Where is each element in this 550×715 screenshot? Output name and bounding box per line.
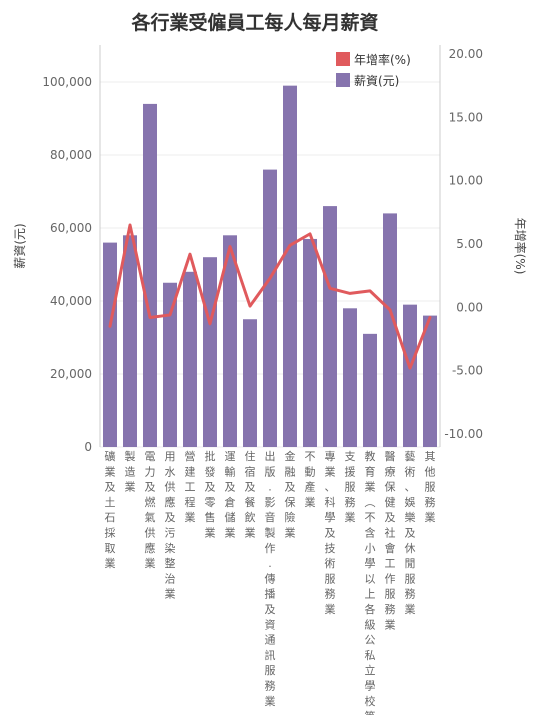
x-tick-label: 製造業 [125, 449, 136, 494]
axis-titles: 薪資(元) 年增率(%) [13, 218, 528, 275]
bar [323, 206, 337, 447]
category-labels: 礦業及土石採取業製造業電力及燃氣供應業用水供應及污染整治業營建工程業批發及零售業… [105, 449, 436, 715]
bar [383, 213, 397, 447]
y2-tick-label: -5.00 [452, 364, 483, 378]
y2-tick-label: 20.00 [449, 47, 483, 61]
left-axis-ticks: 0 20,000 40,000 60,000 80,000 100,000 [42, 75, 92, 454]
bar [103, 242, 117, 447]
x-tick-label: 其他服務業 [425, 450, 436, 524]
bar [203, 257, 217, 447]
bar [363, 333, 377, 447]
bar [243, 319, 257, 447]
bar [303, 238, 317, 447]
bar [343, 308, 357, 447]
y-tick-label: 80,000 [50, 148, 92, 162]
legend-swatch [336, 73, 350, 87]
legend-label: 年增率(%) [354, 52, 411, 67]
growth-rate-line [108, 223, 432, 370]
x-tick-label: 醫療保健及社會工作服務業 [385, 450, 396, 631]
bar [283, 85, 297, 448]
y2-tick-label: 0.00 [456, 300, 483, 314]
y-tick-label: 40,000 [50, 294, 92, 308]
y2-tick-label: 10.00 [449, 174, 483, 188]
x-tick-label: 批發及零售業 [205, 449, 216, 540]
axes [99, 45, 441, 447]
bar [123, 235, 137, 447]
x-tick-label: 用水供應及污染整治業 [165, 450, 176, 601]
y-axis-title: 薪資(元) [13, 223, 27, 268]
x-tick-label: 金融及保險業 [285, 449, 296, 540]
line-series [108, 223, 432, 370]
bar [403, 304, 417, 447]
legend: 年增率(%) 薪資(元) [336, 52, 411, 88]
bar [263, 169, 277, 447]
bar [163, 282, 177, 447]
y2-tick-label: 5.00 [456, 237, 483, 251]
x-tick-label: 藝術、娛樂及休閒服務業 [405, 450, 416, 616]
y-tick-label: 0 [84, 440, 92, 454]
y-tick-label: 60,000 [50, 221, 92, 235]
x-tick-label: 出版.影音製作.傳播及資通訊服務業 [265, 449, 276, 708]
bar [143, 103, 157, 448]
y-tick-label: 20,000 [50, 367, 92, 381]
y2-tick-label: 15.00 [449, 110, 483, 124]
bar-series [103, 85, 437, 448]
bar [223, 235, 237, 447]
x-tick-label: 教育業︵不含小學以上各級公私立學校等︶ [365, 450, 376, 715]
right-axis-ticks: -10.00 -5.00 0.00 5.00 10.00 15.00 20.00 [444, 47, 483, 441]
legend-label: 薪資(元) [354, 74, 399, 88]
x-tick-label: 住宿及餐飲業 [245, 449, 256, 540]
y2-tick-label: -10.00 [444, 427, 483, 441]
bar [183, 271, 197, 447]
x-tick-label: 營建工程業 [185, 450, 196, 524]
x-tick-label: 礦業及土石採取業 [105, 449, 116, 570]
x-tick-label: 支援服務業 [345, 450, 356, 524]
x-tick-label: 運輸及倉儲業 [225, 450, 236, 540]
chart-title: 各行業受僱員工每人每月薪資 [131, 12, 379, 34]
bar [423, 315, 437, 447]
y2-axis-title: 年增率(%) [513, 218, 528, 275]
x-tick-label: 專業、科學及技術服務業 [325, 450, 336, 616]
x-tick-label: 不動產業 [305, 450, 316, 509]
legend-swatch [336, 52, 350, 66]
y-tick-label: 100,000 [42, 75, 92, 89]
x-tick-label: 電力及燃氣供應業 [145, 450, 156, 570]
